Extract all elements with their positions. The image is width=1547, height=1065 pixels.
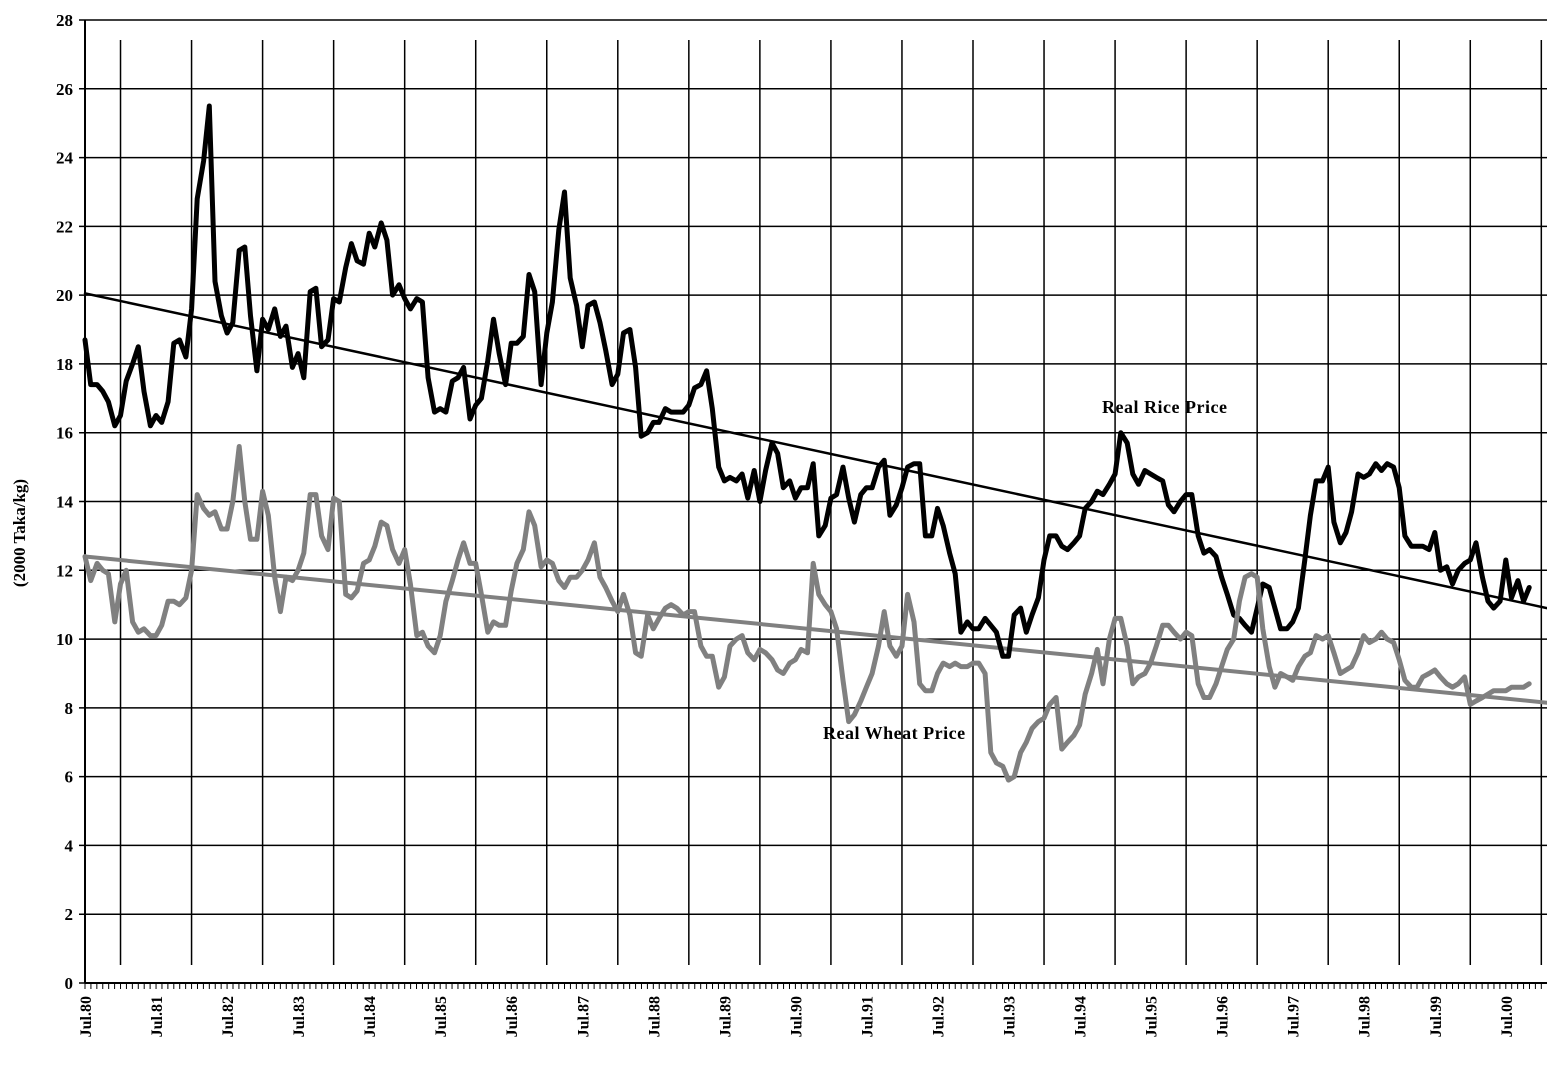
rice-price-line [82,103,1532,659]
wheat-trend-line [83,554,1547,705]
y-tick-label: 2 [65,905,74,924]
y-axis-label: (2000 Taka/kg) [10,479,29,587]
x-tick-label: Jul.92 [930,996,947,1037]
rice-price-annotation: Real Rice Price [1102,397,1227,417]
x-tick-label: Jul.84 [362,996,379,1037]
x-tick-label: Jul.81 [149,996,166,1037]
x-tick-label: Jul.83 [291,996,308,1037]
x-tick-label: Jul.86 [504,996,521,1037]
series-layer [82,103,1547,783]
y-tick-label: 16 [56,424,73,443]
y-tick-label: 22 [56,217,73,236]
wheat-price-line [82,444,1532,783]
x-tick-label: Jul.00 [1499,996,1516,1037]
y-tick-label: 24 [56,149,74,168]
x-tick-label: Jul.99 [1428,996,1445,1037]
x-tick-label: Jul.85 [433,996,450,1037]
horizontal-gridlines [79,19,1547,984]
y-tick-label: 14 [56,493,74,512]
x-tick-label: Jul.93 [1002,996,1019,1037]
x-tick-label: Jul.91 [859,996,876,1037]
x-tick-label: Jul.94 [1073,996,1090,1037]
y-tick-label: 10 [56,630,73,649]
x-tick-label: Jul.87 [575,996,592,1037]
y-tick-label: 4 [65,836,74,855]
x-tick-label: Jul.95 [1144,996,1161,1037]
y-tick-label: 12 [56,561,73,580]
y-tick-label: 6 [65,768,74,787]
y-tick-label: 28 [56,11,73,30]
x-tick-labels: Jul.80 Jul.81 Jul.82 Jul.83 Jul.84 Jul.85 Jul.… [78,996,1516,1037]
x-tick-label: Jul.80 [78,996,95,1037]
x-tick-label: Jul.82 [220,996,237,1037]
x-tick-label: Jul.97 [1286,996,1303,1037]
y-tick-label: 26 [56,80,73,99]
wheat-price-annotation: Real Wheat Price [823,723,966,743]
x-tick-label: Jul.98 [1357,996,1374,1037]
x-tick-label: Jul.89 [717,996,734,1037]
x-minor-ticks [84,983,1542,989]
x-tick-label: Jul.96 [1215,996,1232,1037]
y-tick-label: 0 [65,974,74,993]
x-tick-label: Jul.90 [788,996,805,1037]
x-tick-label: Jul.88 [646,996,663,1037]
axes [84,20,1547,984]
y-tick-label: 18 [56,355,73,374]
y-tick-label: 20 [56,286,73,305]
y-tick-label: 8 [65,699,74,718]
